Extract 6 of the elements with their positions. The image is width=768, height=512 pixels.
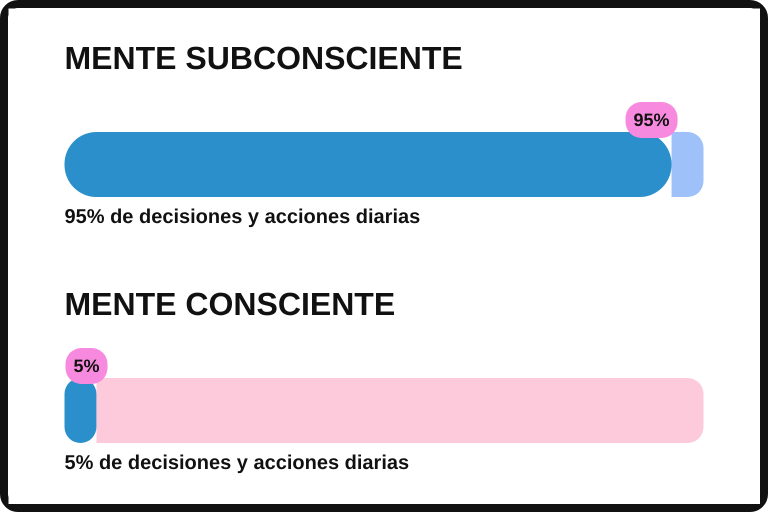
y-tick-label: MENTE CONSCIENTE [64,286,396,322]
data-label: 95% [634,110,670,130]
data-label: 5% [73,356,100,376]
y-tick-label: MENTE SUBCONSCIENTE [64,40,463,76]
annotation: 5% de decisiones y acciones diarias [64,452,410,474]
annotation: 95% de decisiones y acciones diarias [64,206,420,228]
